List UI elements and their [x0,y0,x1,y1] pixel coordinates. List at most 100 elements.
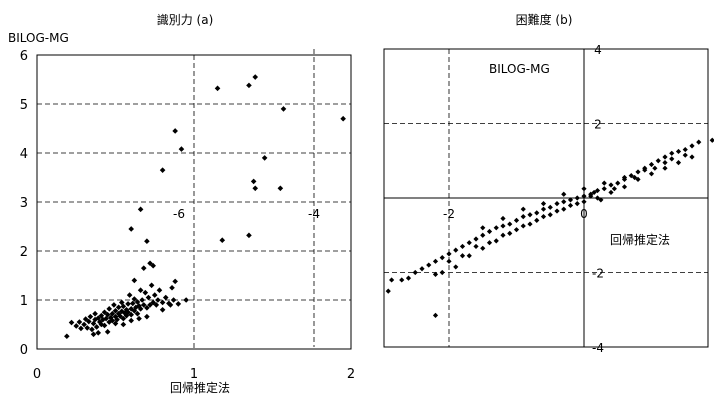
data-point-a [98,312,105,319]
data-point-b [628,173,634,179]
data-point-a [142,289,149,296]
data-point-a [84,325,91,331]
data-point-b [453,247,459,253]
data-point-b [652,165,658,171]
data-point-a [129,300,136,307]
data-point-b [426,262,432,268]
data-point-b [601,186,607,192]
data-point-b [520,206,526,212]
data-point-b [540,214,547,220]
data-point-a [123,307,130,313]
data-point-b [662,165,668,171]
data-point-a [137,206,144,213]
y-tick-label-a: 6 [20,49,28,64]
data-point-a [115,304,122,311]
y-tick-label-b: -4 [592,341,604,355]
data-point-b [689,143,695,149]
data-point-a [125,309,131,316]
data-point-a [133,304,139,311]
data-point-b [432,258,439,264]
data-point-b [473,243,479,250]
data-point-b [459,253,466,259]
data-point-b [507,221,513,227]
data-point-a [134,310,141,317]
data-point-b [682,152,688,158]
data-point-a [100,316,106,323]
data-point-b [567,202,574,209]
y-tick-label-a: 5 [20,98,28,113]
data-point-a [214,85,221,92]
data-point-b [432,271,439,277]
data-point-b [574,200,580,207]
data-point-a [175,301,182,307]
data-point-a [170,297,177,303]
data-point-b [648,161,655,168]
data-point-b [632,174,638,181]
data-point-b [385,288,391,294]
data-point-b [540,200,547,207]
data-point-a [82,316,89,322]
x-axis-label-b: 回帰推定法 [610,232,670,247]
data-point-a [250,178,257,185]
data-point-b [480,225,486,231]
data-point-b [473,236,479,242]
data-point-a [183,297,189,303]
data-point-a [166,300,172,307]
data-point-b [540,206,547,212]
x-tick-label-b: -2 [443,207,455,221]
data-point-b [493,225,499,231]
data-point-b [608,189,614,196]
data-point-a [128,226,134,232]
data-point-b [534,210,540,216]
data-point-b [466,253,472,259]
data-point-b [669,156,675,162]
data-point-b [547,204,553,210]
y-tick-label-a: 0 [20,343,28,358]
data-point-a [147,302,153,308]
data-point-b [446,258,452,264]
data-point-b [520,214,526,220]
data-points-b [385,137,714,318]
y-tick-label-a: 4 [20,147,28,162]
data-point-a [153,302,160,308]
data-point-a [112,320,119,327]
data-point-b [466,240,472,246]
chart-discrimination: 0 1 2 3 4 5 6 0 1 2 識別力 (a) BILOG-MG 回帰推定法 [8,13,355,395]
data-point-a [64,333,70,340]
data-point-b [615,180,621,186]
data-point-a [123,312,130,319]
data-point-b [611,186,617,192]
data-point-a [169,284,175,291]
data-point-a [277,185,284,192]
data-point-a [139,297,145,303]
data-point-a [137,306,144,312]
data-point-a [340,115,346,122]
data-point-b [412,269,418,276]
data-point-b [581,193,587,199]
data-point-b [621,174,628,181]
data-point-b [389,277,395,283]
data-point-a [159,299,166,306]
data-point-b [534,217,540,223]
data-point-a [109,310,116,317]
data-point-a [159,167,166,173]
data-point-b [399,277,405,283]
y-axis-label-a: BILOG-MG [8,31,69,45]
data-point-b [675,148,682,155]
data-point-b [554,208,560,214]
x-tick-labels-b: -6-4-202 [173,207,588,221]
y-tick-label-b: 2 [594,118,602,132]
data-point-b [405,275,412,281]
data-point-b [513,227,520,233]
data-point-a [92,310,98,317]
chart-difficulty: -6 -4 -2 0 2 -4 -2 2 4 困難度 (b) BILOG-MG 回帰推定法 [173,12,714,355]
data-point-a [172,278,178,285]
data-point-b [588,193,594,199]
data-point-a [118,308,125,315]
data-point-a [150,262,156,269]
data-point-a [131,277,138,284]
data-point-a [111,302,117,308]
data-point-a [104,329,111,335]
data-point-a [73,323,80,329]
data-point-a [93,324,100,330]
